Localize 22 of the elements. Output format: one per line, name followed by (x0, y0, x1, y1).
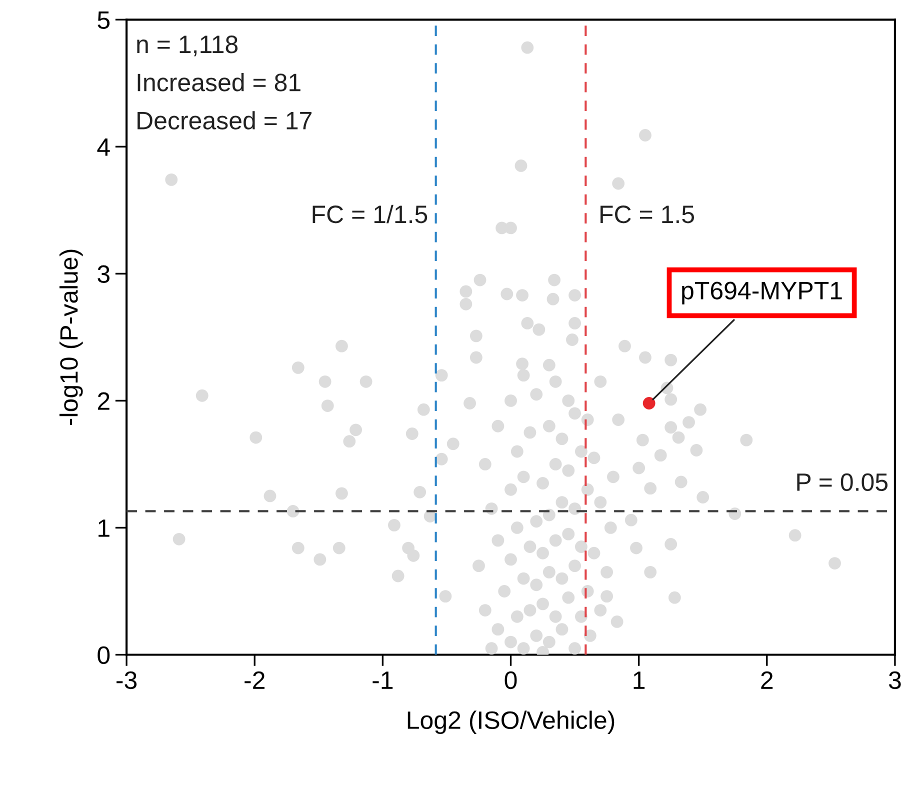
annotation: Decreased = 17 (138, 111, 312, 130)
x-tick-label: 3 (888, 671, 901, 690)
x-tick-label: -3 (116, 671, 137, 690)
y-tick-label: 0 (98, 646, 110, 664)
annotation: Increased = 81 (138, 72, 300, 92)
x-tick-label: 1 (634, 672, 645, 689)
annotation: n = 1,118 (137, 36, 238, 56)
x-tick-label: -2 (244, 671, 264, 689)
annotation: FC = 1/1.5 (312, 204, 428, 224)
y-tick-label: 3 (98, 265, 110, 283)
x-tick-label: -1 (372, 672, 393, 689)
annotation: FC = 1.5 (600, 206, 694, 224)
y-tick-label: 2 (98, 392, 110, 410)
annotation: P = 0.05 (797, 473, 888, 492)
x-axis-title: Log2 (ISO/Vehicle) (408, 710, 614, 734)
y-tick-label: 1 (98, 520, 110, 537)
annotation: pT694-MYPT1 (682, 282, 842, 304)
y-tick-label: 5 (98, 12, 110, 29)
x-tick-label: 2 (761, 671, 773, 689)
y-axis-title: -log10 (P-value) (59, 250, 83, 426)
y-tick-label: 4 (97, 138, 110, 156)
x-tick-label: 0 (504, 671, 517, 690)
